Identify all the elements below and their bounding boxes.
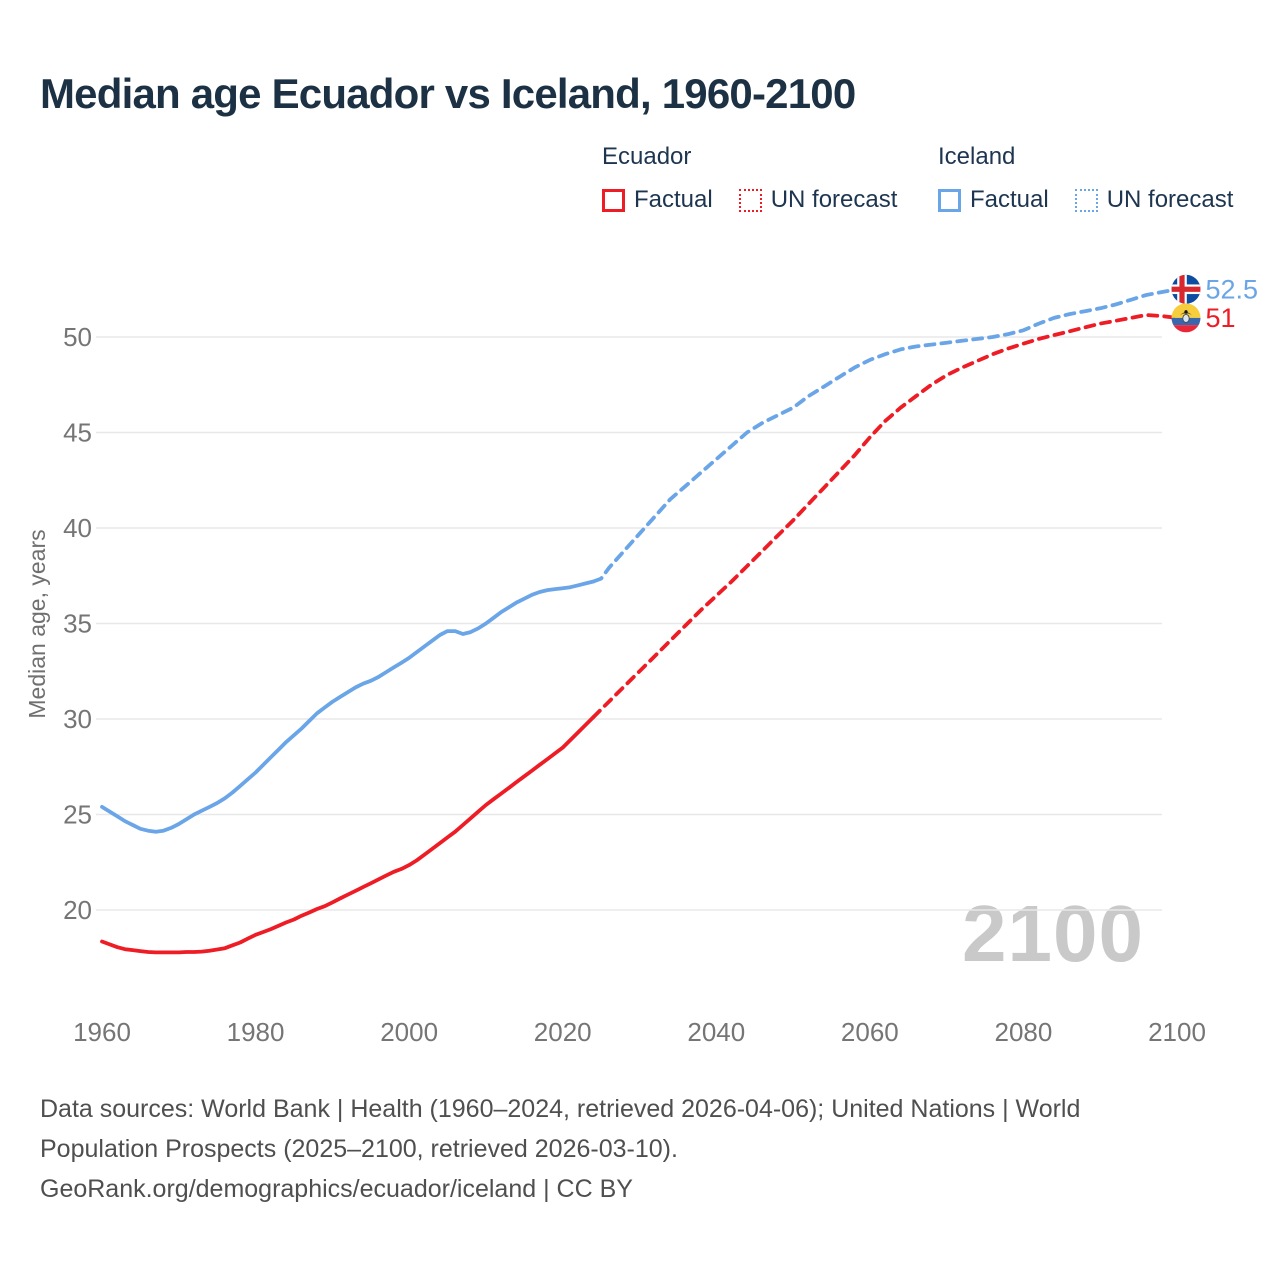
legend-item-ecuador-forecast: UN forecast [738,186,898,214]
x-tick-label: 2000 [380,1017,438,1047]
x-tick-label: 2060 [841,1017,899,1047]
y-tick-label: 25 [63,800,92,830]
footer-line-3: GeoRank.org/demographics/ecuador/iceland… [40,1175,633,1203]
y-tick-label: 30 [63,704,92,734]
x-tick-label: 2020 [534,1017,592,1047]
footer-line-2: Population Prospects (2025–2100, retriev… [40,1135,678,1163]
legend-group-iceland: Iceland Factual UN forecast [938,143,1233,214]
legend-group-ecuador: Ecuador Factual UN forecast [602,143,897,214]
legend-label: Factual [970,186,1049,213]
legend-label: UN forecast [770,186,898,213]
series-line-ecuador-factual [100,715,596,955]
x-tick-label: 2040 [687,1017,745,1047]
legend-label: UN forecast [1106,186,1234,213]
series-line-iceland-un-forecast [591,287,1179,584]
iceland-forecast-swatch-icon [1074,188,1098,212]
ecuador-flag-icon [1171,303,1201,333]
y-tick-label: 50 [63,322,92,352]
ecuador-forecast-swatch-icon [738,188,762,212]
end-value-label-ecuador: 51 [1206,303,1236,333]
y-tick-label: 35 [63,609,92,639]
year-watermark: 2100 [962,889,1144,978]
y-tick-label: 40 [63,513,92,543]
legend-label: Factual [634,186,713,213]
legend-item-iceland-forecast: UN forecast [1074,186,1234,214]
series-line-ecuador-un-forecast [591,313,1179,719]
x-tick-label: 2080 [995,1017,1053,1047]
data-sources-footer: Data sources: World Bank | Health (1960–… [40,1089,1080,1209]
legend-header-iceland: Iceland [938,143,1016,170]
x-tick-label: 2100 [1148,1017,1206,1047]
legend-item-ecuador-factual: Factual [602,186,713,214]
y-axis-title: Median age, years [24,529,50,718]
page-title: Median age Ecuador vs Iceland, 1960-2100 [40,70,856,117]
x-tick-label: 1980 [227,1017,285,1047]
iceland-flag-icon [1171,274,1201,304]
legend-item-iceland-factual: Factual [938,186,1049,214]
iceland-factual-swatch-icon [938,188,961,212]
x-tick-label: 1960 [73,1017,131,1047]
end-value-label-iceland: 52.5 [1206,274,1259,304]
y-tick-label: 20 [63,895,92,925]
ecuador-factual-swatch-icon [602,188,625,212]
series-line-iceland-factual [100,579,596,834]
y-tick-label: 45 [63,418,92,448]
footer-line-1: Data sources: World Bank | Health (1960–… [40,1095,1081,1123]
legend-header-ecuador: Ecuador [602,143,692,170]
